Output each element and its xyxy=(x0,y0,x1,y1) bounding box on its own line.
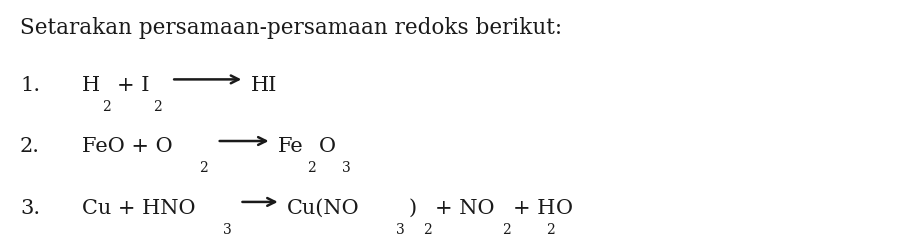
Text: Fe: Fe xyxy=(278,137,303,156)
Text: Setarakan persamaan-persamaan redoks berikut:: Setarakan persamaan-persamaan redoks ber… xyxy=(20,17,562,39)
Text: O: O xyxy=(556,199,573,218)
Text: ): ) xyxy=(408,199,416,218)
Text: + I: + I xyxy=(117,76,149,95)
Text: 2: 2 xyxy=(307,161,316,175)
Text: HI: HI xyxy=(251,76,277,95)
Text: FeO + O: FeO + O xyxy=(82,137,172,156)
Text: H: H xyxy=(82,76,100,95)
Text: 2.: 2. xyxy=(20,137,40,156)
Text: + NO: + NO xyxy=(435,199,494,218)
Text: 2: 2 xyxy=(153,100,162,114)
Text: 2: 2 xyxy=(546,223,555,237)
Text: 1.: 1. xyxy=(20,76,40,95)
Text: O: O xyxy=(319,137,336,156)
Text: 2: 2 xyxy=(199,161,208,175)
Text: 2: 2 xyxy=(423,223,432,237)
Text: Cu(NO: Cu(NO xyxy=(287,199,360,218)
Text: 3: 3 xyxy=(223,223,232,237)
Text: 2: 2 xyxy=(502,223,511,237)
Text: Cu + HNO: Cu + HNO xyxy=(82,199,196,218)
Text: 3.: 3. xyxy=(20,199,40,218)
Text: 2: 2 xyxy=(102,100,111,114)
Text: + H: + H xyxy=(513,199,556,218)
Text: 3: 3 xyxy=(342,161,351,175)
Text: 3: 3 xyxy=(396,223,405,237)
